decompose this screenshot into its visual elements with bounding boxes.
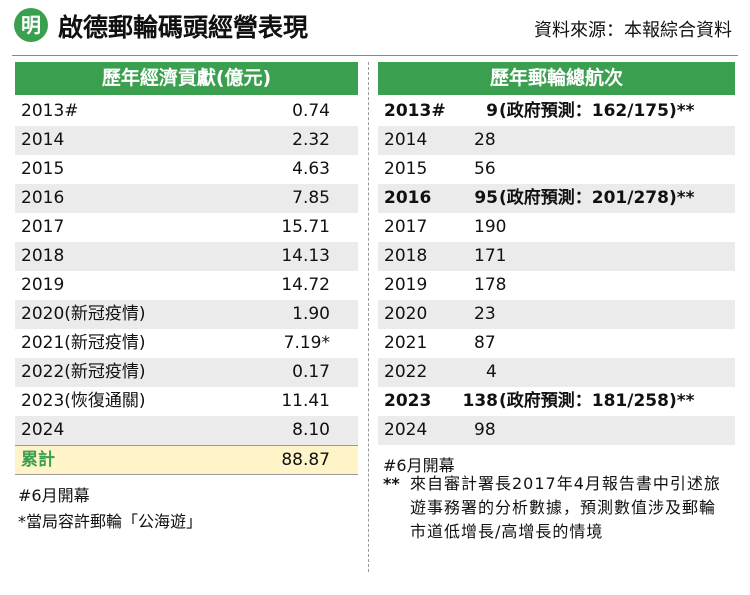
value: 15.71 <box>281 217 330 237</box>
value: 0.17 <box>292 362 330 382</box>
year: 2020 <box>384 304 428 324</box>
title: 啟德郵輪碼頭經營表現 <box>58 13 309 42</box>
year: 2015 <box>21 159 65 179</box>
value: 4 <box>486 362 497 382</box>
value: 14.72 <box>281 275 330 295</box>
note: (政府預測：201/278)** <box>499 188 695 208</box>
left-row: 2019 14.72 <box>15 271 358 300</box>
year: 2014 <box>21 130 65 150</box>
left-row: 2024 8.10 <box>15 416 358 445</box>
value: 14.13 <box>281 246 330 266</box>
year: 2019 <box>384 275 428 295</box>
footnote: 來自審計署長2017年4月報告書中引述旅遊事務署的分析數據，預測數值涉及郵輪市道… <box>410 474 721 541</box>
total-label: 累計 <box>21 450 55 470</box>
left-row: 2023(恢復通關) 11.41 <box>15 387 358 416</box>
value: 95 <box>474 188 498 208</box>
year: 2016 <box>21 188 65 208</box>
value: 190 <box>474 217 507 237</box>
right-row: 2021 87 <box>378 329 735 358</box>
left-row: 2016 7.85 <box>15 184 358 213</box>
value: 87 <box>474 333 496 353</box>
note: *當局容許郵輪「公海遊」 <box>18 512 203 531</box>
year: 2024 <box>384 420 428 440</box>
footnote-mark: ** <box>383 474 400 493</box>
left-row: 2018 14.13 <box>15 242 358 271</box>
right-row: 2018 171 <box>378 242 735 271</box>
year: 2013# <box>21 101 79 121</box>
value: 11.41 <box>281 391 330 411</box>
year: 2022 <box>384 362 428 382</box>
right-row: 2014 28 <box>378 126 735 155</box>
year: 2020(新冠疫情) <box>21 304 146 324</box>
note: (政府預測：162/175)** <box>499 101 695 121</box>
year: 2021 <box>384 333 428 353</box>
left-row: 2022(新冠疫情) 0.17 <box>15 358 358 387</box>
year: 2021(新冠疫情) <box>21 333 146 353</box>
left-header: 歷年經濟貢獻(億元) <box>15 62 358 95</box>
year: 2014 <box>384 130 428 150</box>
year: 2017 <box>384 217 428 237</box>
source: 資料來源：本報綜合資料 <box>534 20 732 41</box>
value: 0.74 <box>292 101 330 121</box>
value: 4.63 <box>292 159 330 179</box>
right-row: 2019 178 <box>378 271 735 300</box>
right-row: 2013# 9 (政府預測：162/175)** <box>378 97 735 126</box>
left-row: 2013# 0.74 <box>15 97 358 126</box>
left-row: 2017 15.71 <box>15 213 358 242</box>
left-row: 2014 2.32 <box>15 126 358 155</box>
right-row: 2022 4 <box>378 358 735 387</box>
right-row: 2015 56 <box>378 155 735 184</box>
value: 2.32 <box>292 130 330 150</box>
total-value: 88.87 <box>281 450 330 470</box>
year: 2016 <box>384 188 432 208</box>
year: 2015 <box>384 159 428 179</box>
value: 98 <box>474 420 496 440</box>
right-header: 歷年郵輪總航次 <box>378 62 735 95</box>
value: 171 <box>474 246 507 266</box>
value: 28 <box>474 130 496 150</box>
note: #6月開幕 <box>383 456 455 475</box>
value: 1.90 <box>292 304 330 324</box>
left-row: 2015 4.63 <box>15 155 358 184</box>
year: 2018 <box>21 246 65 266</box>
right-row: 2023 138 (政府預測：181/258)** <box>378 387 735 416</box>
value: 23 <box>474 304 496 324</box>
year: 2018 <box>384 246 428 266</box>
value: 138 <box>462 391 499 411</box>
year: 2023 <box>384 391 432 411</box>
divider <box>368 62 369 572</box>
year: 2022(新冠疫情) <box>21 362 146 382</box>
year: 2024 <box>21 420 65 440</box>
right-row: 2017 190 <box>378 213 735 242</box>
value: 56 <box>474 159 496 179</box>
year: 2017 <box>21 217 65 237</box>
year: 2013# <box>384 101 446 121</box>
value: 8.10 <box>292 420 330 440</box>
right-row: 2020 23 <box>378 300 735 329</box>
left-row: 2021(新冠疫情) 7.19* <box>15 329 358 358</box>
value: 178 <box>474 275 507 295</box>
right-row: 2024 98 <box>378 416 735 445</box>
value: 9 <box>486 101 498 121</box>
year: 2019 <box>21 275 65 295</box>
value: 7.85 <box>292 188 330 208</box>
note: (政府預測：181/258)** <box>499 391 695 411</box>
value: 7.19* <box>283 333 330 353</box>
logo: 明 <box>14 8 48 42</box>
note: #6月開幕 <box>18 486 90 505</box>
year: 2023(恢復通關) <box>21 391 146 411</box>
total-row: 累計 88.87 <box>15 445 358 475</box>
header-rule <box>12 55 738 56</box>
left-row: 2020(新冠疫情) 1.90 <box>15 300 358 329</box>
right-row: 2016 95 (政府預測：201/278)** <box>378 184 735 213</box>
